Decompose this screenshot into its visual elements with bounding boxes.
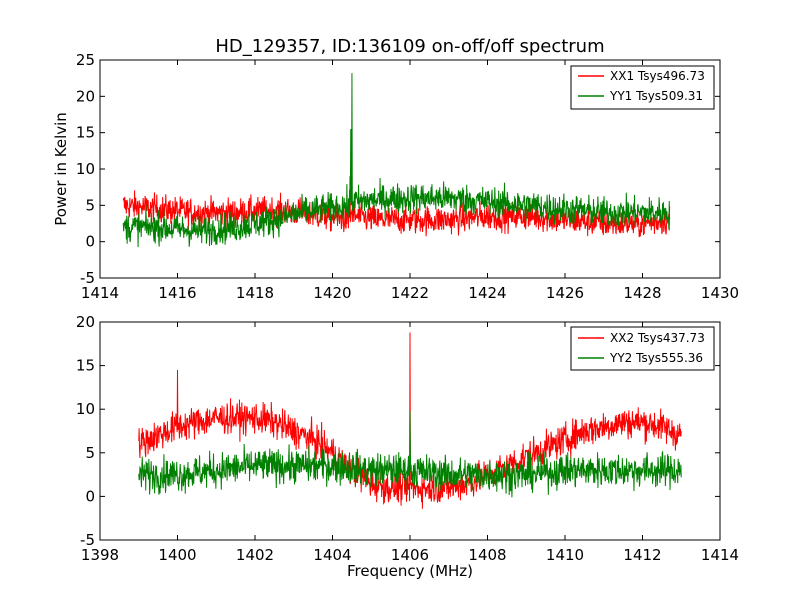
y-tick-label-bottom: -5 bbox=[80, 531, 95, 549]
x-tick-label-bottom: 1398 bbox=[81, 546, 119, 564]
x-tick-label-top: 1428 bbox=[623, 284, 661, 302]
legend-top: XX1 Tsys496.73 YY1 Tsys509.31 bbox=[570, 65, 715, 110]
series-line-bottom-1 bbox=[138, 410, 682, 498]
legend-label-yy2: YY2 Tsys555.36 bbox=[609, 351, 703, 365]
series-line-bottom-0 bbox=[138, 332, 682, 509]
y-tick-label-bottom: 10 bbox=[76, 400, 95, 418]
x-tick-label-bottom: 1402 bbox=[236, 546, 274, 564]
legend-bottom: XX2 Tsys437.73 YY2 Tsys555.36 bbox=[570, 326, 715, 371]
x-tick-label-top: 1418 bbox=[236, 284, 274, 302]
plot-frame-top bbox=[99, 59, 721, 279]
x-tick-label-top: 1420 bbox=[313, 284, 351, 302]
x-tick-label-bottom: 1410 bbox=[546, 546, 584, 564]
y-tick-label-top: -5 bbox=[80, 269, 95, 287]
x-tick-label-top: 1426 bbox=[546, 284, 584, 302]
x-tick-label-top: 1424 bbox=[468, 284, 506, 302]
legend-label-xx1: XX1 Tsys496.73 bbox=[610, 69, 705, 83]
x-tick-label-top: 1414 bbox=[81, 284, 119, 302]
y-tick-label-bottom: 0 bbox=[85, 487, 95, 505]
x-tick-label-bottom: 1408 bbox=[468, 546, 506, 564]
legend-box-bottom bbox=[570, 326, 715, 371]
x-tick-label-top: 1416 bbox=[158, 284, 196, 302]
x-axis-label-bottom: Frequency (MHz) bbox=[347, 562, 473, 580]
y-tick-label-top: 5 bbox=[85, 196, 95, 214]
y-tick-label-top: 10 bbox=[76, 160, 95, 178]
legend-label-xx2: XX2 Tsys437.73 bbox=[610, 331, 705, 345]
y-tick-label-top: 0 bbox=[85, 233, 95, 251]
x-tick-label-bottom: 1412 bbox=[623, 546, 661, 564]
plot-frame-bottom bbox=[99, 321, 721, 541]
x-tick-label-bottom: 1400 bbox=[158, 546, 196, 564]
panel-top: HD_129357, ID:136109 on-off/off spectrum… bbox=[52, 36, 739, 302]
series-layer-bottom bbox=[138, 332, 682, 509]
series-layer-top bbox=[122, 73, 671, 248]
tick-layer-bottom: 1398 1400 1402 1404 1406 1408 1410 1412 1414 -5 0 5… bbox=[76, 313, 739, 564]
x-tick-label-bottom: 1414 bbox=[701, 546, 739, 564]
legend-label-yy1: YY1 Tsys509.31 bbox=[609, 89, 703, 103]
y-tick-label-top: 25 bbox=[76, 51, 95, 69]
y-tick-label-bottom: 20 bbox=[76, 313, 95, 331]
x-tick-label-top: 1422 bbox=[391, 284, 429, 302]
series-line-top-0 bbox=[122, 176, 671, 238]
y-tick-label-top: 15 bbox=[76, 124, 95, 142]
legend-box-top bbox=[570, 65, 715, 110]
y-axis-label-top: Power in Kelvin bbox=[52, 112, 70, 226]
y-tick-label-bottom: 5 bbox=[85, 444, 95, 462]
y-tick-label-top: 20 bbox=[76, 87, 95, 105]
chart-title: HD_129357, ID:136109 on-off/off spectrum bbox=[215, 36, 604, 57]
x-tick-label-bottom: 1404 bbox=[313, 546, 351, 564]
tick-layer-top: 1414 1416 1418 1420 1422 1424 1426 1428 1430 -5 0 5… bbox=[76, 51, 739, 302]
series-line-top-1 bbox=[122, 73, 671, 248]
x-tick-label-top: 1430 bbox=[701, 284, 739, 302]
x-tick-label-bottom: 1406 bbox=[391, 546, 429, 564]
panel-bottom: Frequency (MHz) 1398 1400 1402 1404 1406 1408… bbox=[76, 313, 739, 580]
y-tick-label-bottom: 15 bbox=[76, 357, 95, 375]
